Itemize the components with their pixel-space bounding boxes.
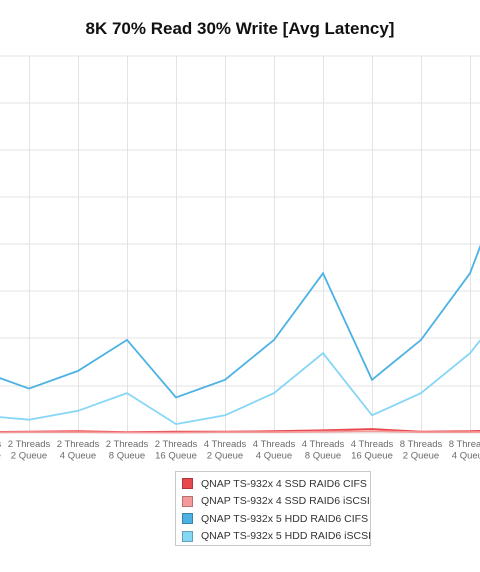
- legend-item: QNAP TS-932x 5 HDD RAID6 CIFS: [182, 510, 370, 528]
- x-tick-label-line: 8 Queue: [305, 451, 341, 462]
- x-tick-label-line: 16 Queue: [0, 451, 1, 462]
- x-tick-label: 2 Threads 8 Queue: [106, 439, 149, 462]
- legend-label: QNAP TS-932x 4 SSD RAID6 iSCSI: [201, 495, 370, 508]
- x-tick-label-line: 4 Threads: [302, 439, 345, 450]
- x-tick-label-line: 2 Threads: [106, 439, 149, 450]
- series-line-qnap-ts-932x-5-hdd-raid6-iscsi: [0, 339, 480, 426]
- legend-label: QNAP TS-932x 5 HDD RAID6 CIFS: [201, 512, 369, 525]
- x-tick-label-line: 4 Threads: [351, 439, 394, 450]
- x-tick-label-line: 8 Queue: [109, 451, 145, 462]
- series-line-qnap-ts-932x-5-hdd-raid6-cifs: [0, 244, 480, 399]
- x-tick-label: 2 Threads 16 Queue: [155, 439, 198, 462]
- x-tick-label-line: 8 Threads: [449, 439, 480, 450]
- x-tick-label: 2 Threads 2 Queue: [8, 439, 51, 462]
- x-tick-label-line: 2 Queue: [11, 451, 47, 462]
- x-tick-label-line: 4 Queue: [256, 451, 292, 462]
- x-tick-label-line: 2 Threads: [155, 439, 198, 450]
- x-tick-label: 4 Threads 4 Queue: [253, 439, 296, 462]
- series-lines: [0, 244, 480, 434]
- legend: QNAP TS-932x 4 SSD RAID6 CIFS QNAP TS-932…: [175, 471, 371, 546]
- x-tick-label-line: 1 Threads: [0, 439, 2, 450]
- x-tick-label-line: 16 Queue: [155, 451, 197, 462]
- legend-swatch: [182, 530, 193, 542]
- legend-swatch: [182, 513, 193, 525]
- x-tick-label: 4 Threads 16 Queue: [351, 439, 394, 462]
- legend-item: QNAP TS-932x 5 HDD RAID6 iSCSI: [182, 528, 371, 546]
- x-tick-label-line: 8 Threads: [400, 439, 443, 450]
- x-tick-label-line: 2 Queue: [403, 451, 439, 462]
- x-tick-label-line: 2 Threads: [8, 439, 51, 450]
- x-tick-label: 2 Threads 4 Queue: [57, 439, 100, 462]
- x-tick-label-line: 4 Threads: [253, 439, 296, 450]
- x-tick-label: 4 Threads 2 Queue: [204, 439, 247, 462]
- legend-swatch: [182, 478, 193, 490]
- legend-label: QNAP TS-932x 5 HDD RAID6 iSCSI: [201, 530, 371, 543]
- legend-swatch: [182, 495, 193, 507]
- legend-item: QNAP TS-932x 4 SSD RAID6 iSCSI: [182, 493, 370, 511]
- x-tick-label-line: 4 Queue: [452, 451, 480, 462]
- grid: [0, 55, 480, 434]
- x-tick-label-line: 2 Threads: [57, 439, 100, 450]
- x-tick-label-line: 4 Queue: [60, 451, 96, 462]
- chart-title: 8K 70% Read 30% Write [Avg Latency]: [85, 19, 395, 38]
- x-tick-label: 8 Threads 2 Queue: [400, 439, 443, 462]
- series-line-qnap-ts-932x-4-ssd-raid6-iscsi: [0, 430, 480, 434]
- x-tick-label-line: 4 Threads: [204, 439, 247, 450]
- x-tick-label-line: 2 Queue: [207, 451, 243, 462]
- x-tick-label-line: 16 Queue: [351, 451, 393, 462]
- legend-item: QNAP TS-932x 4 SSD RAID6 CIFS: [182, 475, 370, 493]
- legend-label: QNAP TS-932x 4 SSD RAID6 CIFS: [201, 477, 367, 490]
- x-tick-label: 4 Threads 8 Queue: [302, 439, 345, 462]
